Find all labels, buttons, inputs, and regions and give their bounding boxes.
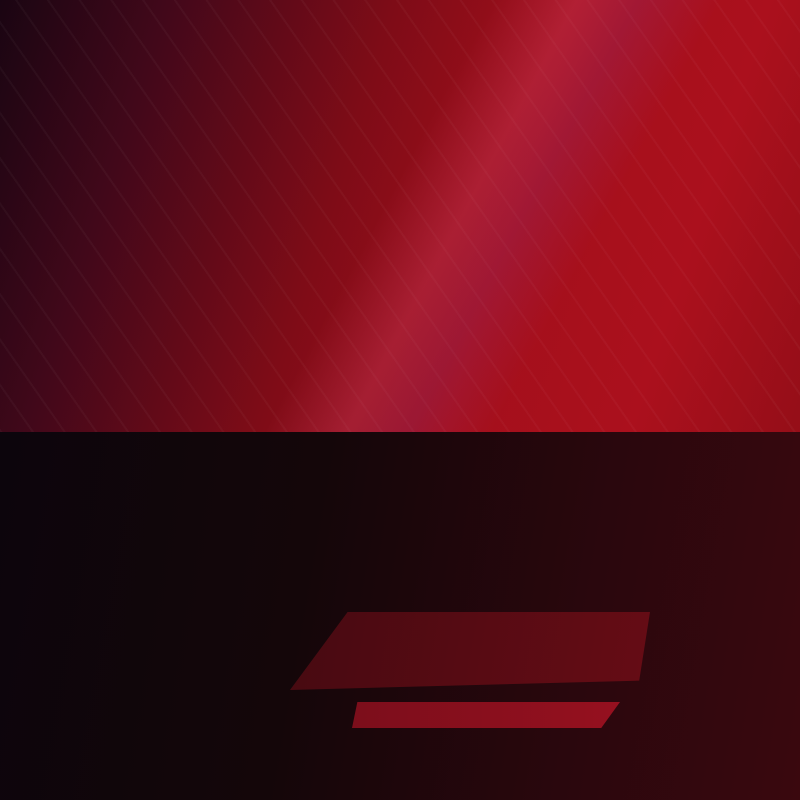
background-shape-red-bar <box>352 702 620 728</box>
background-shape-trapezoid <box>290 612 650 690</box>
background-shape-right <box>640 612 800 722</box>
background-red-gradient <box>0 0 800 432</box>
